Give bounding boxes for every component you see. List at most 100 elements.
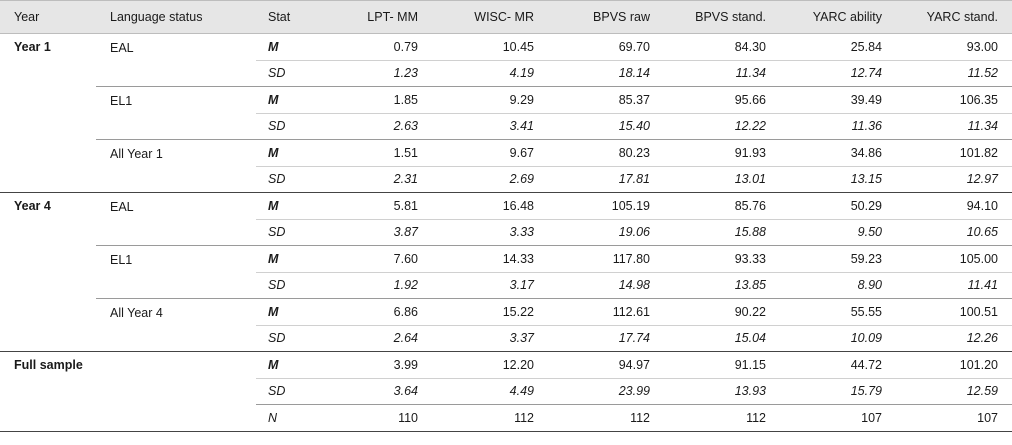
table-body: Year 1 EAL M 0.79 10.45 69.70 84.30 25.8…: [0, 33, 1012, 432]
stat-label: SD: [256, 60, 316, 87]
cell-value: 12.59: [896, 378, 1012, 405]
cell-value: 19.06: [548, 219, 664, 246]
cell-value: 117.80: [548, 245, 664, 273]
cell-value: 15.40: [548, 113, 664, 140]
cell-value: 12.22: [664, 113, 780, 140]
header-wisc-mr: WISC- MR: [432, 0, 548, 34]
table-row: SD 2.63 3.41 15.40 12.22 11.36 11.34: [0, 113, 1012, 140]
cell-value: 105.19: [548, 192, 664, 220]
cell-value: 12.20: [432, 351, 548, 379]
cell-value: 85.76: [664, 192, 780, 220]
table-row: SD 1.92 3.17 14.98 13.85 8.90 11.41: [0, 272, 1012, 299]
cell-value: 13.15: [780, 166, 896, 193]
cell-value: 10.45: [432, 33, 548, 61]
cell-value: 13.93: [664, 378, 780, 405]
cell-value: 112: [664, 404, 780, 432]
cell-value: 93.33: [664, 245, 780, 273]
cell-value: 17.81: [548, 166, 664, 193]
cell-value: 15.88: [664, 219, 780, 246]
cell-value: 7.60: [316, 245, 432, 273]
descriptive-statistics-table: Year Language status Stat LPT- MM WISC- …: [0, 0, 1012, 432]
cell-value: 44.72: [780, 351, 896, 379]
cell-value: 90.22: [664, 298, 780, 326]
cell-value: 3.87: [316, 219, 432, 246]
stat-label: SD: [256, 219, 316, 246]
table-row: EL1 M 1.85 9.29 85.37 95.66 39.49 106.35: [0, 86, 1012, 140]
cell-value: 11.52: [896, 60, 1012, 87]
cell-value: 107: [896, 404, 1012, 432]
cell-value: 91.15: [664, 351, 780, 379]
header-bpvs-stand: BPVS stand.: [664, 0, 780, 34]
stat-label: SD: [256, 325, 316, 352]
cell-value: 9.67: [432, 139, 548, 167]
cell-value: 101.20: [896, 351, 1012, 379]
language-status-label: EAL: [96, 192, 256, 246]
cell-value: 9.29: [432, 86, 548, 114]
cell-value: 15.22: [432, 298, 548, 326]
year-label: Year 1: [0, 33, 96, 193]
cell-value: 50.29: [780, 192, 896, 220]
cell-value: 91.93: [664, 139, 780, 167]
cell-value: 3.41: [432, 113, 548, 140]
cell-value: 25.84: [780, 33, 896, 61]
cell-value: 1.51: [316, 139, 432, 167]
cell-value: 106.35: [896, 86, 1012, 114]
cell-value: 12.97: [896, 166, 1012, 193]
cell-value: 3.99: [316, 351, 432, 379]
cell-value: 11.34: [664, 60, 780, 87]
cell-value: 1.85: [316, 86, 432, 114]
cell-value: 3.33: [432, 219, 548, 246]
cell-value: 93.00: [896, 33, 1012, 61]
table-row: SD 3.87 3.33 19.06 15.88 9.50 10.65: [0, 219, 1012, 246]
language-status-label: All Year 1: [96, 139, 256, 193]
header-stat: Stat: [256, 0, 316, 34]
stat-label: SD: [256, 378, 316, 405]
cell-value: 2.63: [316, 113, 432, 140]
cell-value: 12.74: [780, 60, 896, 87]
cell-value: 85.37: [548, 86, 664, 114]
cell-value: 10.65: [896, 219, 1012, 246]
stat-label: N: [256, 404, 316, 432]
cell-value: 34.86: [780, 139, 896, 167]
cell-value: 4.19: [432, 60, 548, 87]
cell-value: 15.79: [780, 378, 896, 405]
header-yarc-ability: YARC ability: [780, 0, 896, 34]
cell-value: 1.23: [316, 60, 432, 87]
cell-value: 8.90: [780, 272, 896, 299]
header-yarc-stand: YARC stand.: [896, 0, 1012, 34]
cell-value: 95.66: [664, 86, 780, 114]
stat-label: M: [256, 351, 316, 379]
cell-value: 14.33: [432, 245, 548, 273]
table-row: All Year 4 M 6.86 15.22 112.61 90.22 55.…: [0, 298, 1012, 352]
stat-label: M: [256, 192, 316, 220]
stat-label: M: [256, 33, 316, 61]
header-language-status: Language status: [96, 0, 256, 34]
language-status-label: EAL: [96, 33, 256, 87]
cell-value: 3.37: [432, 325, 548, 352]
cell-value: 112: [548, 404, 664, 432]
cell-value: 11.36: [780, 113, 896, 140]
cell-value: 80.23: [548, 139, 664, 167]
table-row: SD 1.23 4.19 18.14 11.34 12.74 11.52: [0, 60, 1012, 87]
cell-value: 2.31: [316, 166, 432, 193]
header-year: Year: [0, 0, 96, 34]
table-row: N 110 112 112 112 107 107: [0, 404, 1012, 432]
cell-value: 18.14: [548, 60, 664, 87]
cell-value: 13.01: [664, 166, 780, 193]
cell-value: 3.64: [316, 378, 432, 405]
language-status-label: EL1: [96, 86, 256, 140]
cell-value: 2.64: [316, 325, 432, 352]
cell-value: 6.86: [316, 298, 432, 326]
cell-value: 94.10: [896, 192, 1012, 220]
table-row: SD 2.31 2.69 17.81 13.01 13.15 12.97: [0, 166, 1012, 193]
table-row: Year 4 EAL M 5.81 16.48 105.19 85.76 50.…: [0, 192, 1012, 352]
cell-value: 84.30: [664, 33, 780, 61]
table-row: SD 3.64 4.49 23.99 13.93 15.79 12.59: [0, 378, 1012, 405]
stat-label: SD: [256, 166, 316, 193]
header-row: Year Language status Stat LPT- MM WISC- …: [0, 0, 1012, 34]
stat-label: M: [256, 298, 316, 326]
year-label: Full sample: [0, 351, 96, 432]
cell-value: 17.74: [548, 325, 664, 352]
cell-value: 59.23: [780, 245, 896, 273]
cell-value: 2.69: [432, 166, 548, 193]
